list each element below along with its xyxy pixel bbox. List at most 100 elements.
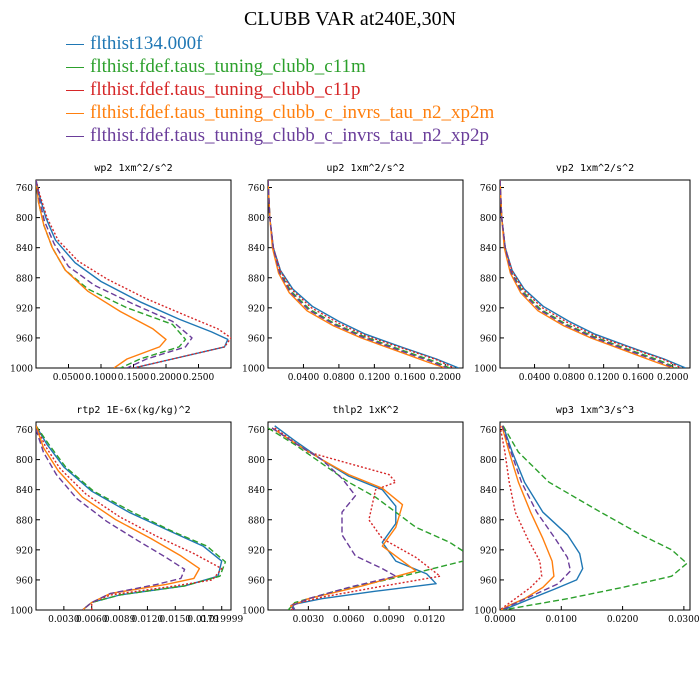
series-line bbox=[36, 425, 201, 610]
y-tick-label: 1000 bbox=[474, 607, 497, 617]
y-tick-label: 760 bbox=[248, 184, 265, 194]
figure-title: CLUBB VAR at240E,30N bbox=[243, 8, 457, 30]
y-tick-label: 920 bbox=[248, 304, 265, 314]
x-tick-label: 0.0100 bbox=[546, 615, 578, 625]
x-tick-label: 0.2000 bbox=[657, 373, 689, 383]
y-tick-label: 920 bbox=[16, 546, 33, 556]
legend-label: flthist134.000f bbox=[90, 33, 203, 54]
y-tick-label: 960 bbox=[16, 576, 33, 586]
chart-panel: up2 1xm^2/s^2 760 800 840 880 920 960 1000 0.040… bbox=[242, 163, 464, 383]
y-tick-label: 840 bbox=[16, 486, 33, 496]
x-tick-label: 0.0150 bbox=[160, 615, 192, 625]
series-line bbox=[500, 180, 673, 368]
series-line bbox=[500, 180, 686, 368]
x-tick-label: 0.0500 bbox=[53, 373, 85, 383]
x-tick-label: 0.019999 bbox=[200, 615, 243, 625]
series-line bbox=[500, 180, 678, 368]
series-line bbox=[36, 180, 231, 368]
x-tick-label: 0.0089 bbox=[104, 615, 136, 625]
x-tick-label: 0.0030 bbox=[48, 615, 80, 625]
series-line bbox=[36, 429, 186, 610]
x-tick-label: 0.0060 bbox=[76, 615, 108, 625]
series-line bbox=[36, 425, 227, 610]
x-tick-label: 0.0060 bbox=[333, 615, 365, 625]
y-tick-label: 960 bbox=[480, 576, 497, 586]
y-tick-label: 1000 bbox=[10, 607, 33, 617]
x-tick-label: 0.0800 bbox=[323, 373, 355, 383]
x-tick-label: 0.0200 bbox=[607, 615, 639, 625]
y-tick-label: 760 bbox=[16, 426, 33, 436]
chart-panel: rtp2 1E-6x(kg/kg)^2 760 800 840 880 920 960 100… bbox=[10, 405, 243, 625]
y-tick-label: 960 bbox=[248, 334, 265, 344]
legend-label: flthist.fdef.taus_tuning_clubb_c11p bbox=[90, 79, 361, 100]
x-tick-label: 0.1600 bbox=[394, 373, 426, 383]
plot-frame bbox=[499, 179, 691, 369]
y-tick-label: 920 bbox=[480, 304, 497, 314]
y-tick-label: 880 bbox=[248, 516, 265, 526]
y-tick-label: 880 bbox=[248, 274, 265, 284]
y-tick-label: 800 bbox=[16, 214, 33, 224]
legend-label: flthist.fdef.taus_tuning_clubb_c_invrs_t… bbox=[90, 102, 495, 123]
series-line bbox=[274, 427, 441, 610]
x-tick-label: 0.0090 bbox=[373, 615, 405, 625]
x-tick-label: 0.0120 bbox=[132, 615, 164, 625]
y-tick-label: 1000 bbox=[10, 365, 33, 375]
y-tick-label: 840 bbox=[480, 244, 497, 254]
series-line bbox=[502, 425, 688, 610]
y-tick-label: 1000 bbox=[474, 365, 497, 375]
series-line bbox=[271, 427, 417, 610]
series-line bbox=[36, 180, 193, 368]
chart-panel: thlp2 1xK^2 760 800 840 880 920 960 1000 0.0030 0… bbox=[242, 405, 464, 625]
series-line bbox=[268, 180, 459, 368]
series-line bbox=[500, 425, 543, 610]
x-tick-label: 0.1600 bbox=[622, 373, 654, 383]
series-line bbox=[268, 427, 463, 610]
plot-frame bbox=[35, 421, 232, 611]
x-tick-label: 0.0030 bbox=[293, 615, 325, 625]
series-line bbox=[501, 425, 572, 610]
panel-title: vp2 1xm^2/s^2 bbox=[556, 163, 634, 174]
panel-title: up2 1xm^2/s^2 bbox=[326, 163, 404, 174]
series-line bbox=[500, 425, 555, 610]
y-tick-label: 760 bbox=[480, 184, 497, 194]
series-line bbox=[36, 180, 229, 368]
y-tick-label: 1000 bbox=[242, 365, 265, 375]
legend-label: flthist.fdef.taus_tuning_clubb_c11m bbox=[90, 56, 366, 77]
series-line bbox=[268, 180, 446, 368]
x-tick-label: 0.0800 bbox=[553, 373, 585, 383]
y-tick-label: 880 bbox=[16, 516, 33, 526]
y-tick-label: 800 bbox=[16, 456, 33, 466]
y-tick-label: 840 bbox=[16, 244, 33, 254]
legend-swatch bbox=[66, 136, 84, 137]
y-tick-label: 920 bbox=[248, 546, 265, 556]
series-line bbox=[268, 180, 450, 368]
y-tick-label: 880 bbox=[480, 516, 497, 526]
series-line bbox=[268, 180, 448, 368]
y-tick-label: 960 bbox=[480, 334, 497, 344]
panel-title: wp3 1xm^3/s^3 bbox=[556, 405, 634, 416]
y-tick-label: 760 bbox=[480, 426, 497, 436]
chart-panel: wp2 1xm^2/s^2 760 800 840 880 920 960 1000 0.050… bbox=[10, 163, 232, 383]
x-tick-label: 0.2000 bbox=[150, 373, 182, 383]
y-tick-label: 840 bbox=[248, 244, 265, 254]
y-tick-label: 920 bbox=[480, 546, 497, 556]
series-line bbox=[274, 425, 437, 610]
series-line bbox=[500, 180, 682, 368]
y-tick-label: 960 bbox=[248, 576, 265, 586]
y-tick-label: 920 bbox=[16, 304, 33, 314]
y-tick-label: 960 bbox=[16, 334, 33, 344]
y-tick-label: 760 bbox=[16, 184, 33, 194]
plot-frame bbox=[35, 179, 232, 369]
x-tick-label: 0.1200 bbox=[588, 373, 620, 383]
series-line bbox=[36, 180, 187, 368]
legend-swatch bbox=[66, 113, 84, 114]
legend-swatch bbox=[66, 44, 84, 45]
y-tick-label: 800 bbox=[480, 214, 497, 224]
legend-label: flthist.fdef.taus_tuning_clubb_c_invrs_t… bbox=[90, 125, 489, 146]
series-line bbox=[36, 425, 223, 610]
x-tick-label: 0.2000 bbox=[430, 373, 462, 383]
y-tick-label: 840 bbox=[480, 486, 497, 496]
x-tick-label: 0.0300 bbox=[668, 615, 700, 625]
series-line bbox=[36, 425, 223, 610]
